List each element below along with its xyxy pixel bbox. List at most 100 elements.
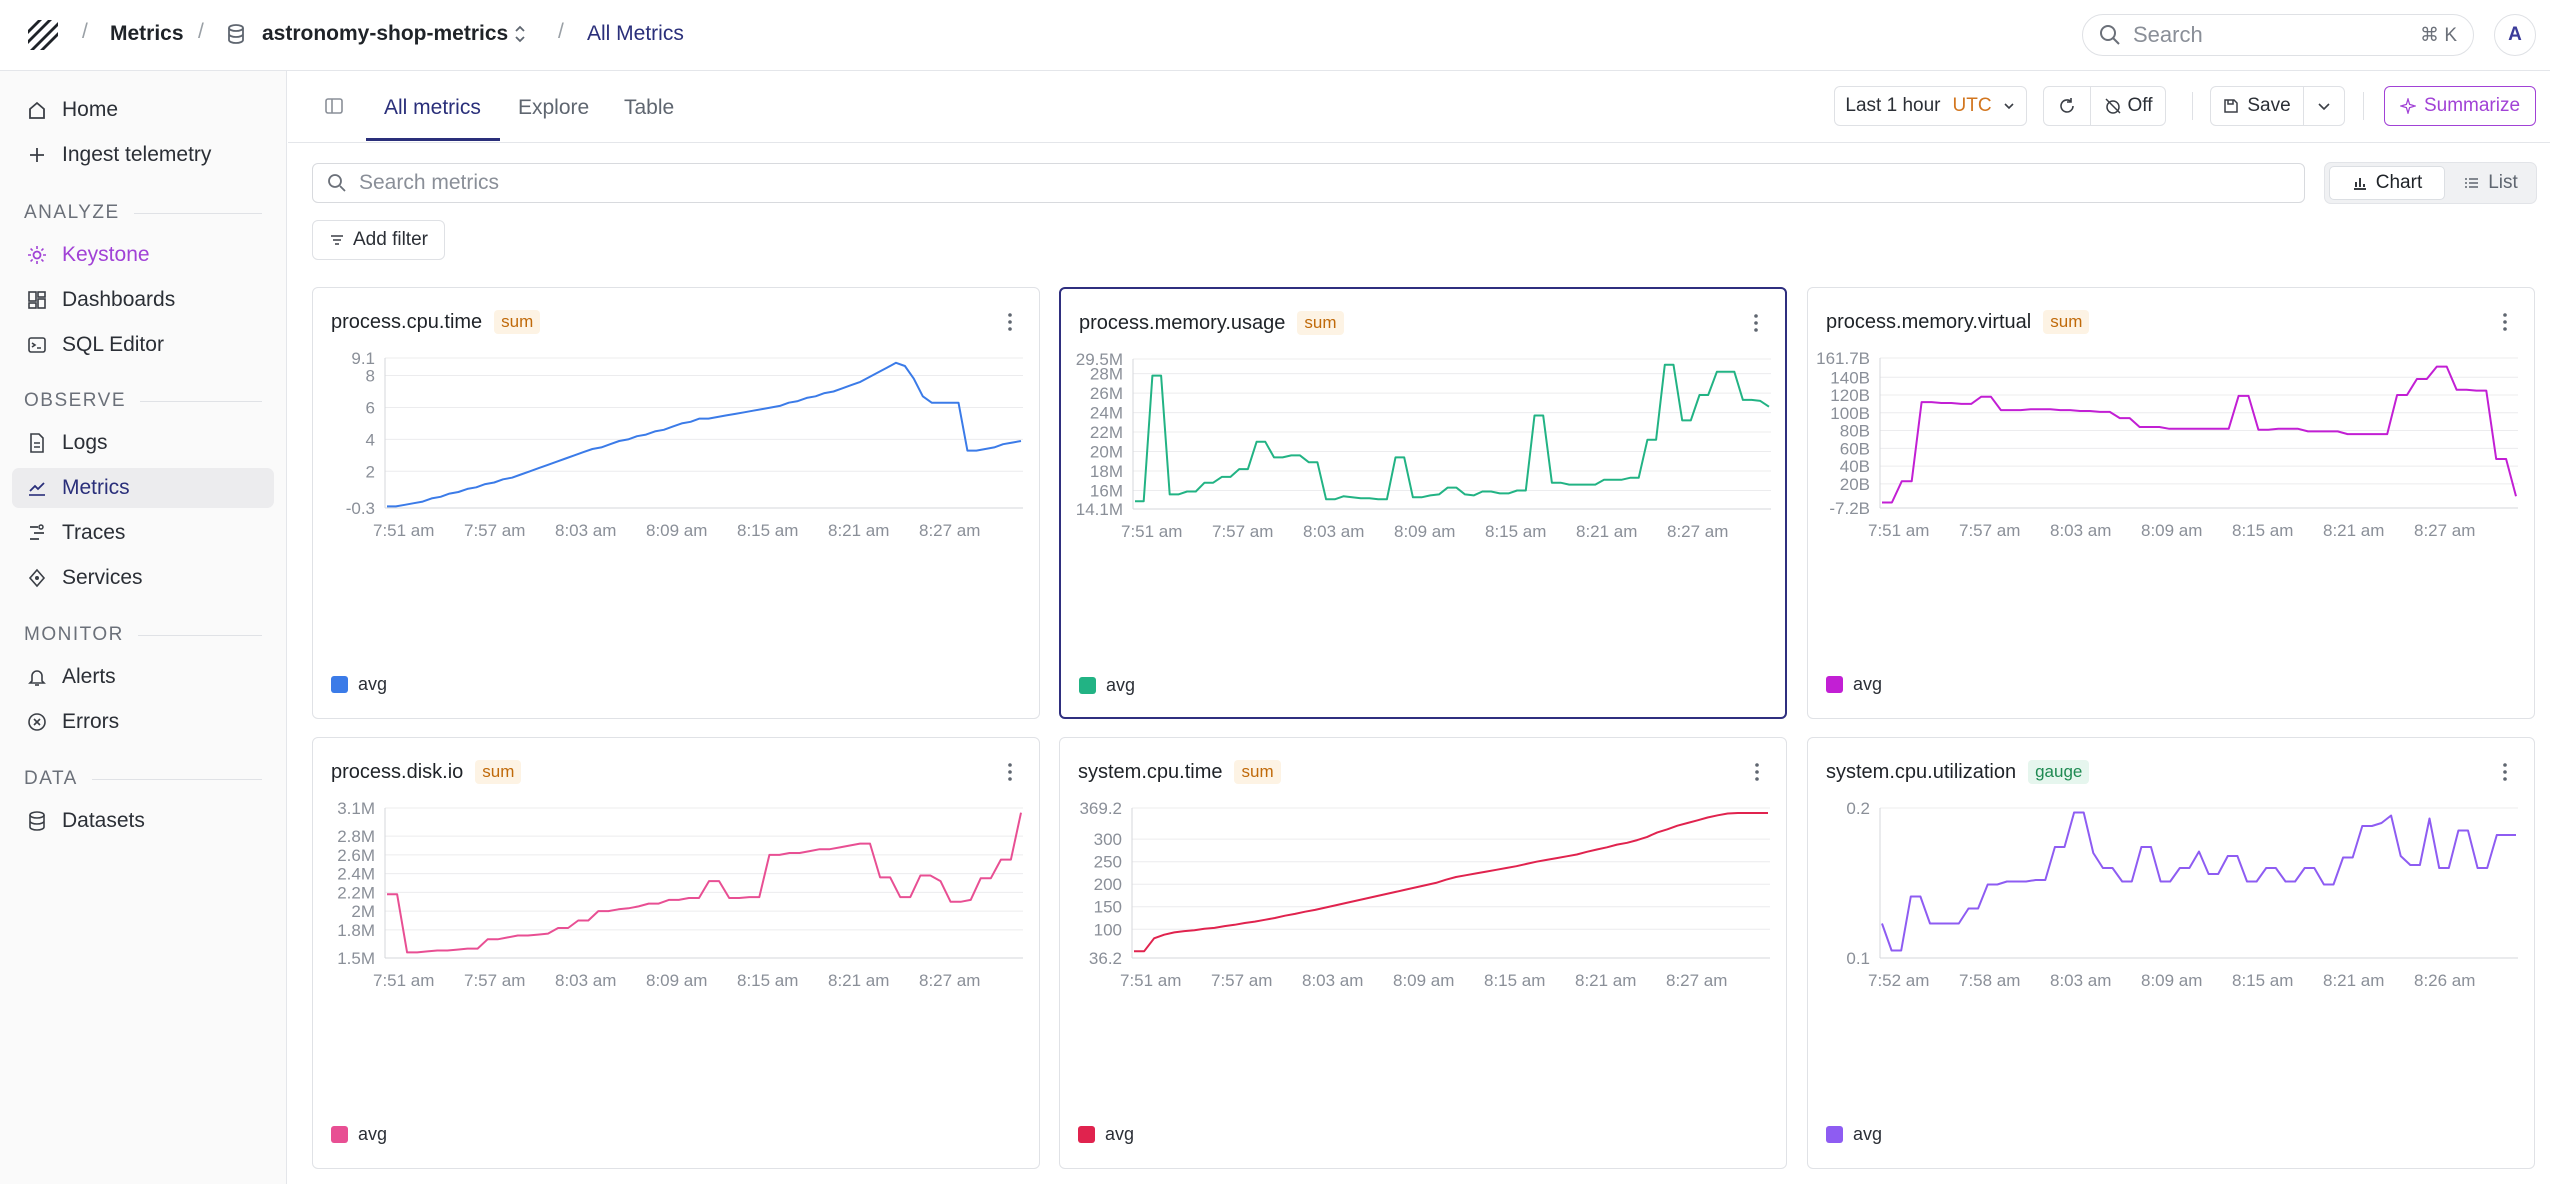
metric-chart[interactable]: 369.2 300 250 200 150 100 36.2 7:51 am 7:57 am 8:… — [1060, 798, 1788, 998]
metric-card[interactable]: system.cpu.utilization gauge 0.2 0.1 7:52 am… — [1807, 737, 2535, 1169]
add-filter-button[interactable]: Add filter — [312, 220, 445, 260]
sparkle-icon — [2399, 98, 2416, 114]
save-options-button[interactable] — [2303, 86, 2345, 126]
metric-card[interactable]: process.disk.io sum 3.1M 2.8M 2.6M 2.4M 2.2M 2M… — [312, 737, 1040, 1169]
sidebar-item-datasets[interactable]: Datasets — [12, 801, 274, 841]
y-tick-label: 150 — [1094, 898, 1122, 917]
sidebar-item-home[interactable]: Home — [12, 90, 274, 130]
tab-all-metrics[interactable]: All metrics — [384, 96, 481, 119]
chart-legend[interactable]: avg — [1826, 674, 1882, 695]
sparkle-icon — [26, 244, 48, 266]
x-tick-label: 8:27 am — [2414, 521, 2475, 540]
sidebar-item-errors[interactable]: Errors — [12, 702, 274, 742]
auto-refresh-toggle[interactable]: Off — [2090, 86, 2166, 126]
legend-label: avg — [1853, 674, 1883, 694]
chart-legend[interactable]: avg — [1826, 1124, 1882, 1145]
y-tick-label: 140B — [1830, 368, 1870, 387]
breadcrumb-current-page: All Metrics — [587, 22, 684, 45]
sidebar-item-sql-editor[interactable]: SQL Editor — [12, 325, 274, 365]
breadcrumb-dataset[interactable]: astronomy-shop-metrics — [262, 22, 509, 45]
sidebar-item-logs[interactable]: Logs — [12, 423, 274, 463]
more-options-icon[interactable] — [2502, 312, 2508, 332]
sidebar: Home Ingest telemetry ANALYZE Keystone D… — [0, 71, 287, 1184]
x-tick-label: 8:15 am — [737, 521, 798, 540]
metric-chart[interactable]: 0.2 0.1 7:52 am 7:58 am 8:03 am 8:09 am 8:15 a… — [1808, 798, 2536, 998]
chart-view-button[interactable]: Chart — [2329, 166, 2445, 200]
refresh-button[interactable] — [2043, 86, 2091, 126]
metric-chart[interactable]: 9.18 6 4 2 -0.3 7:51 am 7:57 am 8:03 am 8:09 am 8… — [313, 348, 1041, 548]
y-tick-label: 36.2 — [1089, 949, 1122, 968]
breadcrumb-separator: / — [82, 20, 88, 43]
tab-explore[interactable]: Explore — [518, 96, 590, 119]
chevron-down-icon — [2002, 99, 2016, 113]
sidebar-item-alerts[interactable]: Alerts — [12, 657, 274, 697]
y-tick-label: 369.2 — [1079, 799, 1122, 818]
y-tick-label: 4 — [366, 430, 375, 449]
list-view-button[interactable]: List — [2449, 166, 2533, 200]
chart-legend[interactable]: avg — [331, 1124, 387, 1145]
y-tick-label: -7.2B — [1829, 499, 1870, 518]
metric-name: system.cpu.utilization — [1826, 761, 2017, 783]
x-tick-label: 8:09 am — [646, 521, 707, 540]
chart-legend[interactable]: avg — [1079, 675, 1135, 696]
x-tick-label: 8:27 am — [919, 521, 980, 540]
refresh-icon — [2058, 97, 2076, 115]
series-line-avg[interactable] — [1881, 811, 2516, 952]
x-tick-label: 8:03 am — [1302, 971, 1363, 990]
metric-card[interactable]: system.cpu.time sum 369.2 300 250 200 150 100 36… — [1059, 737, 1787, 1169]
sidebar-item-dashboards[interactable]: Dashboards — [12, 280, 274, 320]
chart-legend[interactable]: avg — [1078, 1124, 1134, 1145]
series-line-avg[interactable] — [1135, 363, 1770, 503]
chart-legend[interactable]: avg — [331, 674, 387, 695]
more-options-icon[interactable] — [1007, 762, 1013, 782]
summarize-button[interactable]: Summarize — [2384, 86, 2536, 126]
sidebar-item-traces[interactable]: Traces — [12, 513, 274, 553]
metric-card-title: process.cpu.time sum — [331, 310, 541, 334]
time-range-picker[interactable]: Last 1 hour UTC — [1834, 86, 2027, 126]
legend-label: avg — [1853, 1124, 1883, 1144]
legend-label: avg — [1105, 1124, 1135, 1144]
more-options-icon[interactable] — [1753, 313, 1759, 333]
chevron-updown-icon[interactable] — [512, 22, 528, 52]
y-tick-label: 2M — [351, 902, 375, 921]
x-tick-label: 7:57 am — [1212, 522, 1273, 541]
x-tick-label: 8:09 am — [2141, 971, 2202, 990]
more-options-icon[interactable] — [2502, 762, 2508, 782]
user-avatar[interactable]: A — [2494, 14, 2536, 56]
x-tick-label: 7:51 am — [373, 971, 434, 990]
metrics-search-input[interactable]: Search metrics — [312, 163, 2305, 203]
series-line-avg[interactable] — [387, 812, 1022, 954]
y-tick-label: 28M — [1090, 365, 1123, 384]
x-tick-label: 7:51 am — [1868, 521, 1929, 540]
more-options-icon[interactable] — [1754, 762, 1760, 782]
x-tick-label: 8:15 am — [2232, 521, 2293, 540]
metric-card[interactable]: process.cpu.time sum 9.1 8 6 4 2 -0.3 7:51 am 7:5… — [312, 287, 1040, 719]
app-logo[interactable] — [24, 16, 62, 54]
metric-card[interactable]: process.memory.virtual sum 161.7B 140B 120B 1… — [1807, 287, 2535, 719]
sidebar-toggle-icon[interactable] — [324, 96, 344, 121]
series-line-avg[interactable] — [1882, 365, 2517, 504]
metric-card[interactable]: process.memory.usage sum 29.5M 28M 26M 24M 22M… — [1059, 287, 1787, 719]
sidebar-item-services[interactable]: Services — [12, 558, 274, 598]
series-line-avg[interactable] — [387, 361, 1022, 508]
sidebar-item-ingest-telemetry[interactable]: Ingest telemetry — [12, 135, 274, 175]
sidebar-item-metrics[interactable]: Metrics — [12, 468, 274, 508]
x-tick-label: 7:51 am — [373, 521, 434, 540]
x-tick-label: 7:51 am — [1121, 522, 1182, 541]
metric-name: process.memory.virtual — [1826, 311, 2032, 333]
x-tick-label: 8:03 am — [1303, 522, 1364, 541]
breadcrumb-metrics[interactable]: Metrics — [110, 22, 184, 45]
series-line-avg[interactable] — [1134, 812, 1768, 953]
x-tick-label: 8:09 am — [1393, 971, 1454, 990]
global-search[interactable]: Search ⌘ K — [2082, 14, 2474, 56]
tab-table[interactable]: Table — [624, 96, 675, 119]
save-button[interactable]: Save — [2210, 86, 2304, 126]
x-tick-label: 8:03 am — [555, 971, 616, 990]
sidebar-item-keystone[interactable]: Keystone — [12, 235, 274, 275]
more-options-icon[interactable] — [1007, 312, 1013, 332]
toolbar-divider — [2363, 92, 2364, 120]
home-icon — [26, 99, 48, 121]
